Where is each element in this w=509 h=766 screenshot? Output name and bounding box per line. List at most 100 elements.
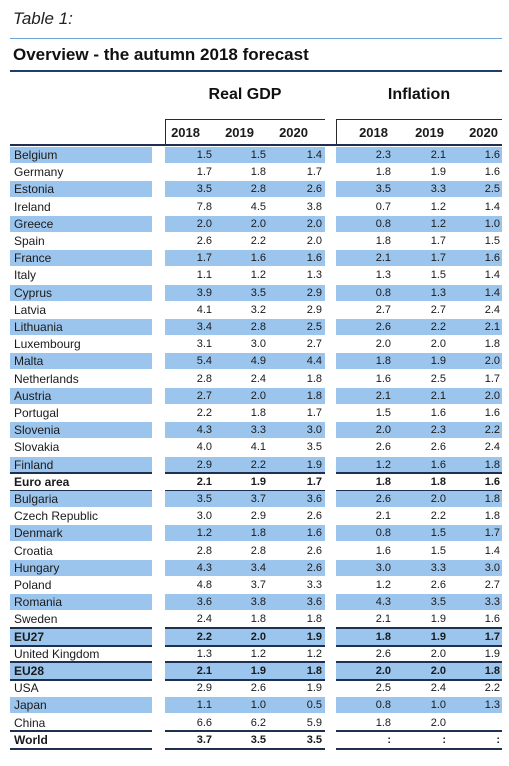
row-shading xyxy=(10,560,152,576)
table-row: Italy 1.1 1.2 1.3 1.3 1.5 1.4 xyxy=(0,267,509,284)
gdp-value-2019: 3.2 xyxy=(250,304,266,316)
country-name: EU28 xyxy=(14,664,45,678)
gdp-value-2020: 1.8 xyxy=(306,613,322,625)
gdp-value-2018: 4.1 xyxy=(196,304,212,316)
aggregate-rule-bottom xyxy=(336,679,502,681)
country-name: Bulgaria xyxy=(14,492,59,506)
aggregate-rule-bottom xyxy=(165,679,325,681)
gdp-value-2019: 2.6 xyxy=(250,682,266,694)
gdp-value-2018: 2.8 xyxy=(196,373,212,385)
gdp-value-2019: 1.6 xyxy=(250,252,266,264)
row-shading xyxy=(165,594,325,610)
country-name: Italy xyxy=(14,268,37,282)
country-name: Netherlands xyxy=(14,372,79,386)
row-shading xyxy=(336,353,502,369)
inflation-value-2019: 1.5 xyxy=(430,545,446,557)
gdp-value-2019: 2.0 xyxy=(250,390,266,402)
inflation-value-2019: 1.6 xyxy=(430,459,446,471)
inflation-value-2018: 2.6 xyxy=(375,648,391,660)
inflation-value-2019: 1.5 xyxy=(430,527,446,539)
row-shading xyxy=(165,250,325,266)
gdp-value-2018: 3.4 xyxy=(196,321,212,333)
inflation-value-2019: 1.2 xyxy=(430,218,446,230)
row-shading xyxy=(10,663,152,679)
inflation-value-2020: 3.0 xyxy=(484,562,500,574)
gdp-value-2019: 3.5 xyxy=(250,734,266,746)
gdp-value-2019: 1.9 xyxy=(250,665,266,677)
inflation-value-2018: 0.8 xyxy=(375,527,391,539)
row-shading xyxy=(165,697,325,713)
inflation-value-2020: 2.0 xyxy=(484,390,500,402)
country-name: Slovenia xyxy=(14,423,61,437)
table-row: Czech Republic 3.0 2.9 2.6 2.1 2.2 1.8 xyxy=(0,508,509,525)
aggregate-rule-top xyxy=(336,472,502,474)
table-row: Greece 2.0 2.0 2.0 0.8 1.2 1.0 xyxy=(0,216,509,233)
inflation-value-2018: 1.8 xyxy=(375,631,391,643)
gdp-value-2020: 1.3 xyxy=(306,269,322,281)
inflation-value-2020: 1.4 xyxy=(484,287,500,299)
table-row: EU27 2.2 2.0 1.9 1.8 1.9 1.7 xyxy=(0,629,509,646)
country-name: Latvia xyxy=(14,303,47,317)
inflation-value-2019: 2.3 xyxy=(430,424,446,436)
inflation-value-2019: 2.0 xyxy=(430,648,446,660)
gdp-value-2018: 6.6 xyxy=(196,717,212,729)
inflation-value-2020: 2.4 xyxy=(484,304,500,316)
country-name: EU27 xyxy=(14,630,45,644)
row-shading xyxy=(165,147,325,163)
row-shading xyxy=(10,491,152,507)
row-shading xyxy=(10,250,152,266)
inflation-value-2019: 2.2 xyxy=(430,510,446,522)
row-shading xyxy=(10,285,152,301)
inflation-value-2019: 3.5 xyxy=(430,596,446,608)
inflation-value-2020: 2.0 xyxy=(484,355,500,367)
gdp-value-2019: 1.8 xyxy=(250,407,266,419)
gdp-value-2018: 4.8 xyxy=(196,579,212,591)
row-shading xyxy=(165,560,325,576)
inflation-value-2018: 1.8 xyxy=(375,166,391,178)
inflation-value-2020: 2.5 xyxy=(484,183,500,195)
aggregate-rule-top xyxy=(10,730,152,732)
row-shading xyxy=(10,629,152,645)
gdp-value-2020: 3.6 xyxy=(306,493,322,505)
gdp-value-2018: 4.0 xyxy=(196,441,212,453)
row-shading xyxy=(10,181,152,197)
row-shading xyxy=(336,319,502,335)
row-shading xyxy=(165,629,325,645)
inflation-value-2018: 1.8 xyxy=(375,717,391,729)
inflation-value-2019: 2.7 xyxy=(430,304,446,316)
gdp-value-2020: 3.0 xyxy=(306,424,322,436)
gdp-value-2019: 6.2 xyxy=(250,717,266,729)
gdp-value-2020: 1.7 xyxy=(306,476,322,488)
country-name: Poland xyxy=(14,578,52,592)
year-header-inflation-2019: 2019 xyxy=(415,125,444,140)
gdp-value-2020: 3.5 xyxy=(306,441,322,453)
inflation-value-2018: 0.8 xyxy=(375,699,391,711)
inflation-value-2020: 1.9 xyxy=(484,648,500,660)
country-name: Denmark xyxy=(14,526,63,540)
inflation-value-2020: 1.6 xyxy=(484,149,500,161)
gdp-value-2020: 2.9 xyxy=(306,304,322,316)
year-header-gdp-2020: 2020 xyxy=(279,125,308,140)
inflation-value-2019: 2.1 xyxy=(430,149,446,161)
gdp-value-2020: 3.8 xyxy=(306,201,322,213)
inflation-value-2020: 1.8 xyxy=(484,493,500,505)
row-shading xyxy=(165,181,325,197)
inflation-value-2018: 1.3 xyxy=(375,269,391,281)
aggregate-rule-top xyxy=(165,730,325,732)
inflation-value-2018: 1.5 xyxy=(375,407,391,419)
year-header-gdp-2018: 2018 xyxy=(171,125,200,140)
aggregate-rule-bottom xyxy=(165,645,325,647)
inflation-value-2020: 1.5 xyxy=(484,235,500,247)
row-shading xyxy=(165,285,325,301)
table-row: Japan 1.1 1.0 0.5 0.8 1.0 1.3 xyxy=(0,697,509,714)
row-shading xyxy=(10,147,152,163)
row-shading xyxy=(336,181,502,197)
country-name: Czech Republic xyxy=(14,509,99,523)
inflation-value-2019: 3.3 xyxy=(430,562,446,574)
country-name: Malta xyxy=(14,354,44,368)
table-label: Table 1: xyxy=(13,9,73,28)
table-row: Euro area 2.1 1.9 1.7 1.8 1.8 1.6 xyxy=(0,474,509,491)
aggregate-rule-top xyxy=(165,472,325,474)
gdp-value-2018: 4.3 xyxy=(196,424,212,436)
inflation-value-2018: 2.3 xyxy=(375,149,391,161)
